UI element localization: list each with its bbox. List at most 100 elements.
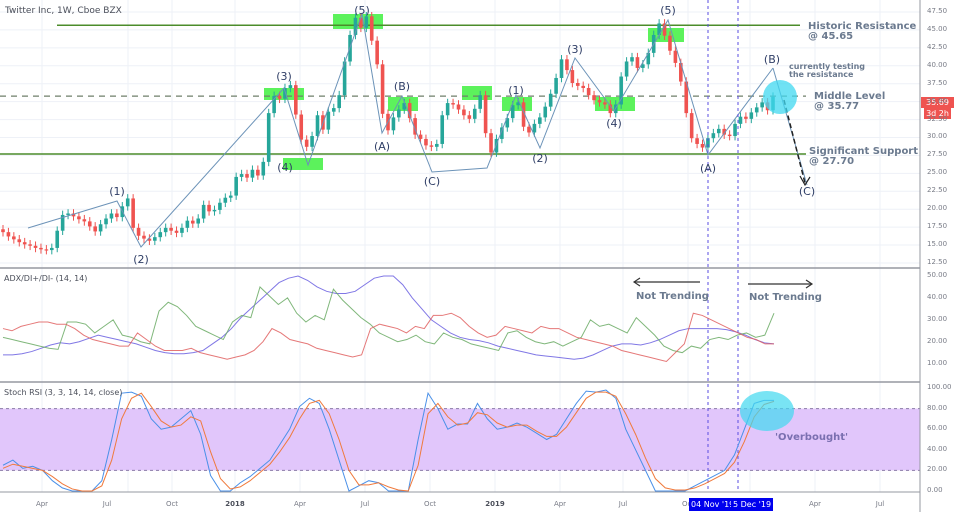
- candle-body: [136, 227, 141, 236]
- candle-body: [223, 197, 228, 203]
- candle-body: [413, 118, 417, 135]
- candle-body: [142, 235, 146, 239]
- candle-body: [700, 143, 705, 148]
- candle-body: [283, 88, 287, 99]
- candle-body: [147, 238, 152, 241]
- candle-body: [380, 64, 385, 114]
- significant-support-label: Significant Support @ 27.70: [809, 146, 919, 167]
- candle-body: [500, 127, 504, 139]
- candle-body: [22, 242, 27, 245]
- candle-body: [44, 249, 49, 251]
- candle-body: [288, 85, 293, 89]
- candle-body: [185, 220, 190, 228]
- elliott-wave-path: [27, 12, 774, 248]
- candle-body: [592, 95, 596, 101]
- candle-body: [359, 17, 363, 28]
- x-axis-tick: Jul: [875, 500, 885, 508]
- adx-series-di: [2, 312, 774, 362]
- x-axis-tick: Apr: [808, 500, 822, 508]
- wave-label: (5): [354, 4, 370, 17]
- candle-body: [115, 213, 119, 218]
- candle-body: [429, 145, 434, 147]
- x-axis-tick: Apr: [35, 500, 49, 508]
- candle-body: [695, 138, 699, 144]
- candle-body: [250, 169, 255, 178]
- y-axis-tick: 80.00: [927, 403, 948, 412]
- candle-body: [711, 133, 716, 139]
- candle-body: [435, 143, 439, 147]
- highlight-zone: [283, 158, 323, 170]
- candle-body: [201, 204, 206, 219]
- candle-body: [60, 214, 65, 231]
- candle-body: [722, 128, 726, 135]
- date-tag-dec-2019: 5 Dec '19: [731, 498, 774, 511]
- candle-body: [82, 219, 87, 222]
- candle-body: [17, 239, 22, 243]
- candle-body: [565, 59, 569, 71]
- candle-body: [310, 136, 314, 147]
- x-axis-tick: Jul: [102, 500, 112, 508]
- y-axis-tick: 20.00: [927, 204, 948, 213]
- candle-body: [462, 109, 466, 116]
- y-axis-tick: 10.00: [927, 358, 948, 367]
- candle-body: [71, 213, 76, 217]
- not-trending-left-label: Not Trending: [636, 291, 709, 302]
- candle-body: [483, 95, 488, 134]
- stoch-rsi-indicator-label[interactable]: Stoch RSI (3, 3, 14, 14, close): [4, 388, 123, 397]
- candle-body: [532, 123, 537, 133]
- not-trending-right-label: Not Trending: [749, 292, 822, 303]
- candle-body: [294, 85, 298, 115]
- candle-body: [733, 123, 737, 137]
- wave-label: (4): [277, 161, 293, 174]
- y-axis-tick: 25.00: [927, 168, 948, 177]
- candle-body: [597, 100, 602, 103]
- candle-body: [39, 247, 43, 250]
- candle-body: [304, 139, 309, 147]
- stoch-d-line: [2, 391, 775, 492]
- candle-body: [624, 61, 629, 77]
- projection-arrow: [783, 99, 806, 184]
- candle-body: [619, 76, 623, 105]
- candle-body: [218, 202, 222, 210]
- candle-body: [727, 134, 732, 137]
- candle-body: [212, 209, 217, 212]
- x-axis-tick: Oct: [165, 500, 179, 508]
- y-axis-tick: 42.50: [927, 42, 948, 51]
- candle-body: [245, 174, 249, 178]
- candle-body: [6, 232, 11, 237]
- candle-body: [272, 95, 276, 114]
- candle-body: [261, 161, 266, 176]
- projection-arrowhead: [799, 175, 811, 187]
- wave-label: (B): [763, 53, 781, 66]
- chart-title: Twitter Inc, 1W, Cboe BZX: [5, 6, 122, 16]
- candle-body: [516, 102, 520, 106]
- y-axis-tick: 100.00: [927, 383, 952, 391]
- x-axis-tick: Apr: [293, 500, 307, 508]
- candle-body: [364, 16, 369, 28]
- candle-body: [104, 218, 108, 225]
- candle-body: [93, 226, 97, 232]
- wave-label: (C): [423, 175, 441, 188]
- x-axis-tick: 2018: [225, 500, 245, 508]
- candle-body: [353, 17, 358, 35]
- wave-label: (3): [567, 43, 583, 56]
- adx-indicator-label[interactable]: ADX/DI+/DI- (14, 14): [4, 274, 88, 283]
- candle-body: [608, 104, 613, 114]
- candle-body: [125, 198, 130, 207]
- y-axis-tick: 60.00: [927, 424, 948, 433]
- candle-body: [744, 116, 748, 119]
- last-price-tag: 35.69: [921, 97, 954, 108]
- candle-body: [494, 138, 499, 153]
- candle-body: [66, 213, 70, 215]
- wave-label: (2): [532, 152, 548, 165]
- candle-body: [77, 216, 81, 220]
- candle-body: [445, 103, 450, 116]
- date-tag-nov-2019: 04 Nov '19: [689, 498, 737, 511]
- stoch-k-line: [2, 389, 774, 492]
- candle-body: [440, 115, 445, 144]
- candle-body: [630, 57, 634, 62]
- candle-body: [689, 113, 694, 139]
- candle-body: [635, 57, 640, 68]
- candle-body: [239, 174, 244, 177]
